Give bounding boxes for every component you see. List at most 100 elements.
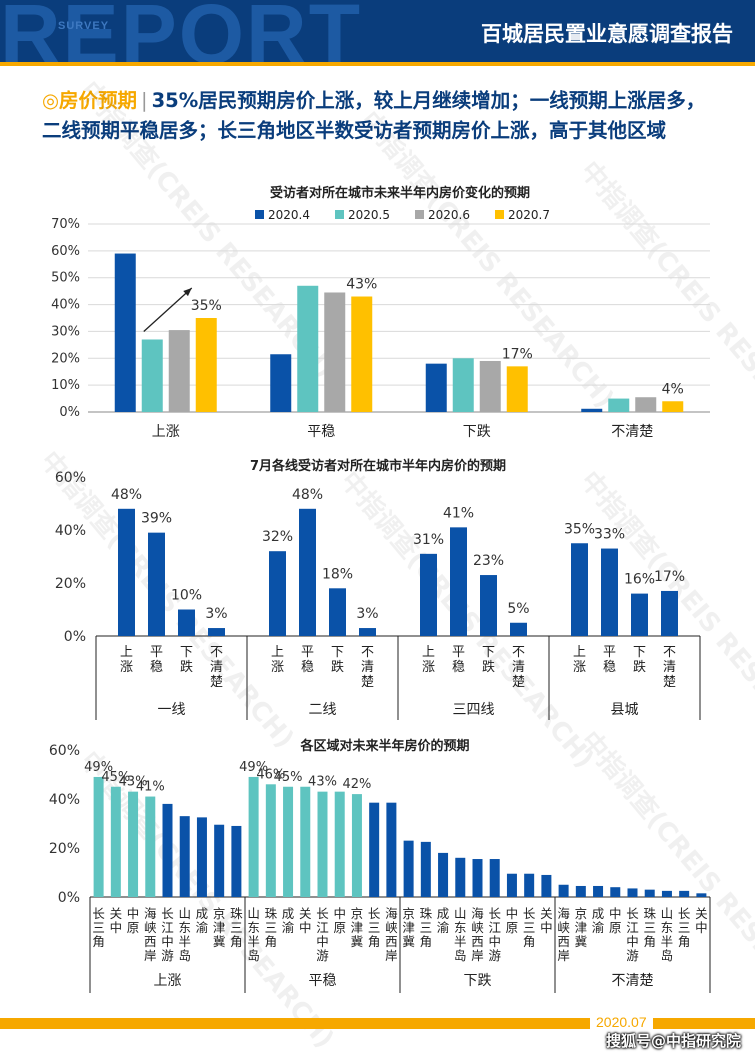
bar <box>541 874 552 897</box>
chart-title: 受访者对所在城市未来半年内房价变化的预期 <box>270 185 530 201</box>
x-tick-char: 角 <box>265 934 278 949</box>
x-tick-char: 山 <box>454 906 467 921</box>
bar <box>593 885 604 897</box>
bar <box>329 588 346 636</box>
bar <box>265 784 276 897</box>
x-tick-char: 三 <box>230 920 243 935</box>
legend-label: 2020.4 <box>268 208 310 222</box>
x-tick-char: 冀 <box>402 934 415 949</box>
x-tick-char: 江 <box>488 920 501 935</box>
x-tick-char: 峡 <box>557 920 570 935</box>
x-tick-char: 跌 <box>633 659 646 675</box>
chart-title: 7月各线受访者对所在城市半年内房价的预期 <box>250 458 506 474</box>
bar <box>524 873 535 897</box>
bar <box>558 884 569 897</box>
chart-expectation-by-region: 各区域对未来半年房价的预期0%20%40%60%49%长三角45%关中43%中原… <box>49 738 711 993</box>
x-tick-char: 长 <box>316 906 329 921</box>
x-tick-char: 中 <box>333 906 346 921</box>
x-tick-char: 津 <box>402 920 415 935</box>
bar <box>438 852 449 897</box>
x-tick-char: 岛 <box>178 948 191 963</box>
x-tick-char: 东 <box>178 920 191 935</box>
y-tick-label: 0% <box>59 405 80 420</box>
x-tick-char: 珠 <box>643 906 656 921</box>
y-tick-label: 0% <box>58 890 80 906</box>
x-tick-char: 长 <box>626 906 639 921</box>
x-tick-char: 游 <box>626 948 639 963</box>
bar <box>283 786 294 897</box>
bar <box>118 508 135 636</box>
x-tick-char: 海 <box>385 906 398 921</box>
x-tick-char: 津 <box>351 920 364 935</box>
x-tick-char: 稳 <box>150 659 163 675</box>
bar <box>270 354 292 412</box>
x-tick-char: 角 <box>643 934 656 949</box>
x-tick-char: 角 <box>368 934 381 949</box>
data-label: 48% <box>111 487 142 503</box>
data-label: 41% <box>136 780 165 795</box>
x-tick-char: 西 <box>557 934 570 949</box>
x-tick-char: 岛 <box>661 948 674 963</box>
bar <box>248 776 259 897</box>
bar <box>214 824 225 897</box>
x-tick-char: 游 <box>316 948 329 963</box>
bar <box>420 841 431 897</box>
bar <box>644 889 655 897</box>
x-tick-char: 角 <box>230 934 243 949</box>
bar <box>679 890 690 897</box>
y-tick-label: 60% <box>51 244 80 259</box>
bar <box>110 786 121 897</box>
bar <box>93 776 104 897</box>
x-tick-char: 成 <box>592 906 605 921</box>
report-header: REPORT SURVEY 百城居民置业意愿调查报告 <box>0 0 755 62</box>
x-tick-char: 平 <box>301 645 314 660</box>
bar <box>635 397 657 412</box>
x-tick-char: 关 <box>110 906 123 921</box>
bar <box>506 873 517 897</box>
data-label: 35% <box>191 298 222 314</box>
data-label: 17% <box>654 569 685 585</box>
x-tick-char: 上 <box>422 645 435 660</box>
x-tick-char: 中 <box>540 920 553 935</box>
data-label: 5% <box>507 601 529 617</box>
x-tick-char: 中 <box>110 920 123 935</box>
x-tick-char: 跌 <box>180 659 193 675</box>
x-tick-char: 中 <box>609 906 622 921</box>
chart-expectation-by-tier: 7月各线受访者对所在城市半年内房价的预期 0% 20% 40% 60% 48% 上涨 39% 平… <box>55 458 701 720</box>
x-tick-char: 不 <box>512 645 525 660</box>
y-tick-label: 0% <box>64 629 86 645</box>
x-tick-char: 成 <box>437 906 450 921</box>
y-tick-label: 60% <box>55 470 86 486</box>
headline: ◎房价预期 | 35%居民预期房价上涨，较上月继续增加；一线预期上涨居多，二线预期平… <box>42 86 722 146</box>
x-tick-char: 跌 <box>331 659 344 675</box>
x-tick-label: 不清楚 <box>611 424 653 440</box>
data-label: 32% <box>262 529 293 545</box>
bar <box>455 857 466 897</box>
x-tick-char: 不 <box>663 645 676 660</box>
x-tick-char: 冀 <box>351 934 364 949</box>
x-tick-char: 不 <box>210 645 223 660</box>
bar <box>452 358 474 412</box>
x-tick-char: 西 <box>385 934 398 949</box>
x-tick-char: 京 <box>213 906 226 921</box>
bar <box>627 888 638 897</box>
y-tick-label: 30% <box>51 324 80 339</box>
x-tick-char: 西 <box>144 934 157 949</box>
group-label: 县城 <box>611 702 639 718</box>
x-tick-char: 海 <box>471 906 484 921</box>
legend-swatch <box>415 210 424 219</box>
x-tick-char: 游 <box>488 948 501 963</box>
group-label: 下跌 <box>464 973 492 989</box>
x-tick-char: 成 <box>282 906 295 921</box>
bar <box>231 825 242 897</box>
x-tick-char: 珠 <box>230 906 243 921</box>
x-tick-char: 中 <box>316 934 329 949</box>
x-tick-char: 岸 <box>385 948 398 963</box>
bar <box>506 366 528 412</box>
y-tick-label: 20% <box>55 576 86 592</box>
x-tick-char: 京 <box>351 906 364 921</box>
footer-date: 2020.07 <box>590 1014 653 1030</box>
x-tick-char: 下 <box>180 645 193 660</box>
bar <box>162 803 173 897</box>
x-tick-char: 峡 <box>471 920 484 935</box>
